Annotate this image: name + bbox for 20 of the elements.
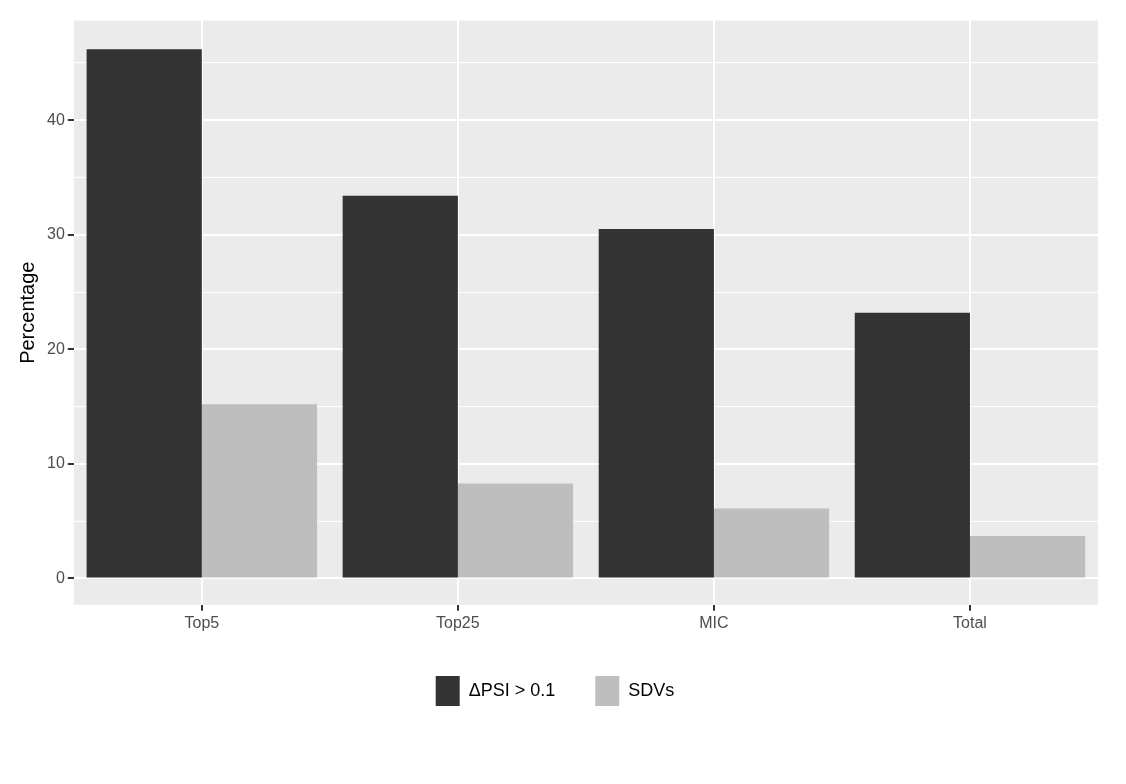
y-axis-title: Percentage	[15, 261, 38, 364]
y-tick-label: 20	[47, 339, 65, 357]
bar	[969, 536, 1086, 578]
bar	[342, 195, 458, 578]
legend-label: ΔPSI > 0.1	[468, 679, 556, 700]
x-tick-label: Total	[953, 613, 987, 631]
x-tick-label: Top25	[436, 613, 480, 631]
y-tick-label: 0	[55, 568, 65, 586]
bar	[598, 229, 714, 578]
y-tick-label: 10	[47, 454, 65, 472]
y-tick-label: 40	[47, 110, 65, 128]
bar	[457, 483, 574, 578]
bar	[201, 404, 318, 578]
x-tick-label: MIC	[699, 613, 729, 631]
bar	[86, 49, 202, 578]
legend-label: SDVs	[628, 679, 675, 700]
bar	[854, 312, 970, 578]
y-tick-label: 30	[47, 225, 65, 243]
x-tick-label: Top5	[184, 613, 220, 631]
bar	[713, 508, 830, 578]
